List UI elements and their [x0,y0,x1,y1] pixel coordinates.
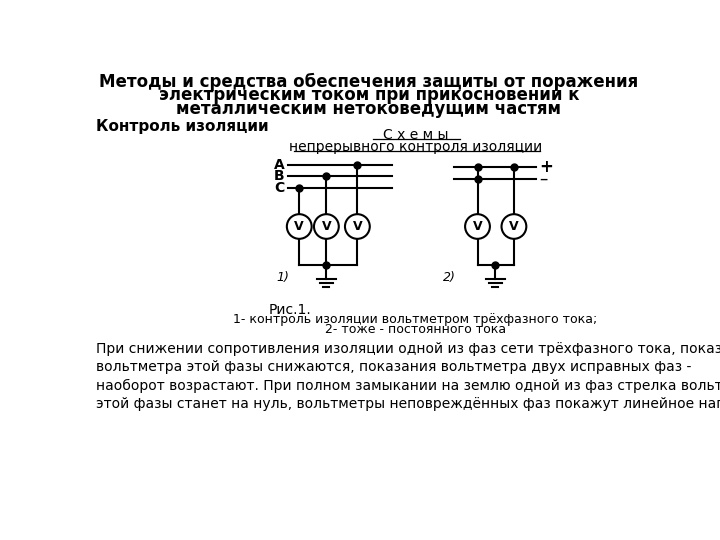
Text: V: V [353,220,362,233]
Text: С х е м ы: С х е м ы [383,128,449,142]
Text: электрическим током при прикосновении к: электрическим током при прикосновении к [158,86,580,104]
Circle shape [502,214,526,239]
Text: 1): 1) [276,271,289,284]
Text: металлическим нетоковедущим частям: металлическим нетоковедущим частям [176,100,562,118]
Text: 2- тоже - постоянного тока: 2- тоже - постоянного тока [325,323,506,336]
Text: V: V [294,220,304,233]
Circle shape [287,214,312,239]
Text: C: C [274,181,284,195]
Text: Методы и средства обеспечения защиты от поражения: Методы и средства обеспечения защиты от … [99,72,639,91]
Text: +: + [539,158,554,176]
Text: 2): 2) [443,271,456,284]
Text: Контроль изоляции: Контроль изоляции [96,119,269,134]
Text: B: B [274,170,284,184]
Text: 1- контроль изоляции вольтметром трёхфазного тока;: 1- контроль изоляции вольтметром трёхфаз… [233,313,598,326]
Text: При снижении сопротивления изоляции одной из фаз сети трёхфазного тока, показани: При снижении сопротивления изоляции одно… [96,342,720,411]
Text: V: V [322,220,331,233]
Text: V: V [509,220,518,233]
Text: непрерывного контроля изоляции: непрерывного контроля изоляции [289,140,542,154]
Circle shape [345,214,370,239]
Circle shape [314,214,339,239]
Circle shape [465,214,490,239]
Text: A: A [274,158,284,172]
Text: V: V [473,220,482,233]
Text: Рис.1.: Рис.1. [269,303,311,318]
Text: –: – [539,170,548,188]
